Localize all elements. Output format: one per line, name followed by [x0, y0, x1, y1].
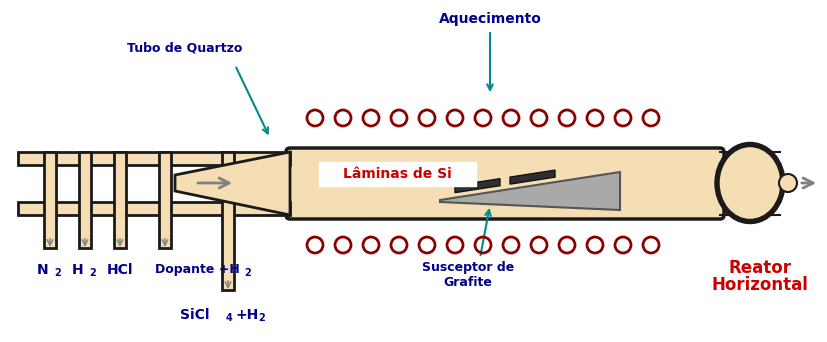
- Text: 2: 2: [88, 268, 96, 278]
- Polygon shape: [439, 172, 619, 210]
- Text: 2: 2: [54, 268, 60, 278]
- Text: HCl: HCl: [107, 263, 133, 277]
- Ellipse shape: [715, 143, 784, 224]
- FancyBboxPatch shape: [285, 148, 723, 219]
- Text: 4: 4: [226, 313, 232, 323]
- Ellipse shape: [778, 174, 796, 192]
- Ellipse shape: [718, 146, 780, 220]
- Text: H: H: [71, 263, 83, 277]
- Text: N: N: [36, 263, 48, 277]
- Bar: [79, 152, 91, 248]
- Text: 2: 2: [244, 268, 251, 278]
- Text: Dopante +H: Dopante +H: [155, 263, 239, 276]
- Bar: [222, 152, 234, 290]
- Text: Grafite: Grafite: [443, 276, 492, 289]
- Text: 2: 2: [258, 313, 265, 323]
- Text: Susceptor de: Susceptor de: [422, 262, 514, 275]
- Bar: [18, 202, 289, 215]
- Bar: [159, 152, 171, 248]
- Text: Lâminas de Si: Lâminas de Si: [342, 167, 452, 181]
- Text: Horizontal: Horizontal: [710, 276, 807, 294]
- Bar: [114, 152, 126, 248]
- Text: SiCl: SiCl: [180, 308, 210, 322]
- Polygon shape: [455, 179, 500, 193]
- FancyBboxPatch shape: [318, 162, 476, 186]
- Text: +H: +H: [236, 308, 259, 322]
- Text: Tubo de Quartzo: Tubo de Quartzo: [127, 41, 242, 54]
- Text: Aquecimento: Aquecimento: [438, 12, 541, 26]
- Bar: [44, 152, 56, 248]
- Text: Reator: Reator: [728, 259, 791, 277]
- Polygon shape: [174, 152, 289, 215]
- Bar: [18, 152, 289, 165]
- Polygon shape: [509, 170, 554, 184]
